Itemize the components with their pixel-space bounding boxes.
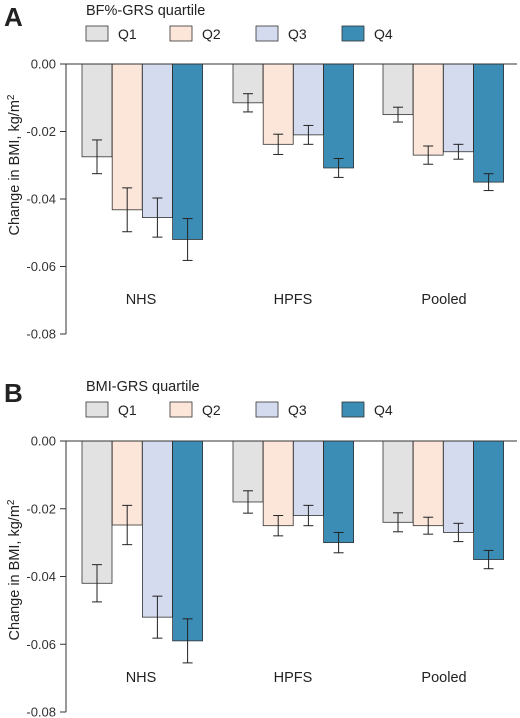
legend-swatch-q4 [341,401,365,418]
error-bar [303,124,314,145]
bars [81,440,505,642]
legend-swatch-q1 [85,25,109,42]
bar-nhs-q1 [81,440,113,584]
y-tick-label: 0.00 [31,434,56,449]
error-bar [393,512,403,533]
bar-hpfs-q4 [323,440,355,544]
error-bar [92,564,102,603]
legend: Q1 Q2 Q3 Q4 [85,25,393,42]
legend: Q1 Q2 Q3 Q4 [85,401,393,418]
error-bars [92,93,494,261]
error-bar [273,133,284,155]
y-tick-label: -0.04 [26,569,56,584]
bar-nhs-q3 [141,440,173,618]
error-bar [453,143,464,160]
error-bar [453,522,464,543]
bar-hpfs-q2 [262,63,294,145]
bar-hpfs-q4 [323,63,355,169]
error-bar [243,490,253,514]
group-label-pooled: Pooled [421,292,466,308]
y-axis-label: Change in BMI, kg/m2 [6,94,23,235]
error-bar [122,187,133,233]
y-tick-label: -0.04 [26,192,56,207]
y-tick-label: -0.08 [26,327,56,342]
panel-letter: B [4,378,23,408]
error-bar [152,595,163,639]
legend-label-q4: Q4 [374,26,393,42]
y-tick-label: 0.00 [31,57,56,72]
y-axis-label: Change in BMI, kg/m2 [6,499,23,640]
panel-letter: A [4,2,23,32]
legend-swatch-q2 [169,25,193,42]
bar-pooled-q2 [412,63,444,156]
error-bar [152,197,163,238]
error-bar [423,145,434,165]
error-bar [273,515,284,537]
error-bar [92,139,102,175]
bar-pooled-q4 [473,440,505,560]
bar-pooled-q3 [442,63,474,153]
y-tick-label: -0.06 [26,637,56,652]
legend-label-q4: Q4 [374,402,393,418]
y-ticks: 0.00 -0.02 -0.04 -0.06 -0.08 [26,57,66,342]
error-bar [182,618,193,664]
error-bar [483,173,494,192]
bar-nhs-q3 [141,63,173,218]
bar-hpfs-q3 [292,440,324,516]
error-bar [182,218,193,261]
bars [81,63,505,240]
legend-title: BF%-GRS quartile [86,3,205,19]
bar-nhs-q4 [172,440,204,642]
group-label-nhs: NHS [126,670,157,686]
error-bar [333,531,344,554]
group-label-nhs: NHS [126,292,157,308]
legend-swatch-q2 [169,401,193,418]
legend-swatch-q4 [341,25,365,42]
panel-b: B BMI-GRS quartile Q1 Q2 Q3 Q4 Change in… [4,378,517,718]
legend-swatch-q3 [255,25,279,42]
bar-pooled-q2 [412,440,444,527]
legend-label-q1: Q1 [118,402,137,418]
bar-pooled-q4 [473,63,505,183]
error-bar [333,158,344,178]
bar-pooled-q3 [442,440,474,533]
error-bar [122,504,133,546]
y-tick-label: -0.02 [26,501,56,516]
y-tick-label: -0.02 [26,124,56,139]
group-label-pooled: Pooled [421,670,466,686]
bar-hpfs-q3 [292,63,324,136]
legend-label-q3: Q3 [288,26,307,42]
legend-swatch-q1 [85,401,109,418]
legend-label-q2: Q2 [202,26,221,42]
bar-pooled-q1 [382,440,414,523]
error-bars [92,490,494,664]
y-tick-label: -0.08 [26,705,56,718]
legend-label-q2: Q2 [202,402,221,418]
error-bar [243,93,253,113]
error-bar [423,516,434,535]
y-tick-label: -0.06 [26,259,56,274]
legend-title: BMI-GRS quartile [86,379,200,395]
group-label-hpfs: HPFS [274,292,313,308]
y-ticks: 0.00 -0.02 -0.04 -0.06 -0.08 [26,434,66,718]
group-label-hpfs: HPFS [274,670,313,686]
panel-a: A BF%-GRS quartile Q1 Q2 Q3 Q4 Change in… [4,2,517,342]
error-bar [303,504,314,527]
bar-hpfs-q2 [262,440,294,527]
legend-label-q3: Q3 [288,402,307,418]
error-bar [483,549,494,570]
legend-label-q1: Q1 [118,26,137,42]
error-bar [393,106,403,123]
legend-swatch-q3 [255,401,279,418]
bar-nhs-q4 [172,63,204,240]
